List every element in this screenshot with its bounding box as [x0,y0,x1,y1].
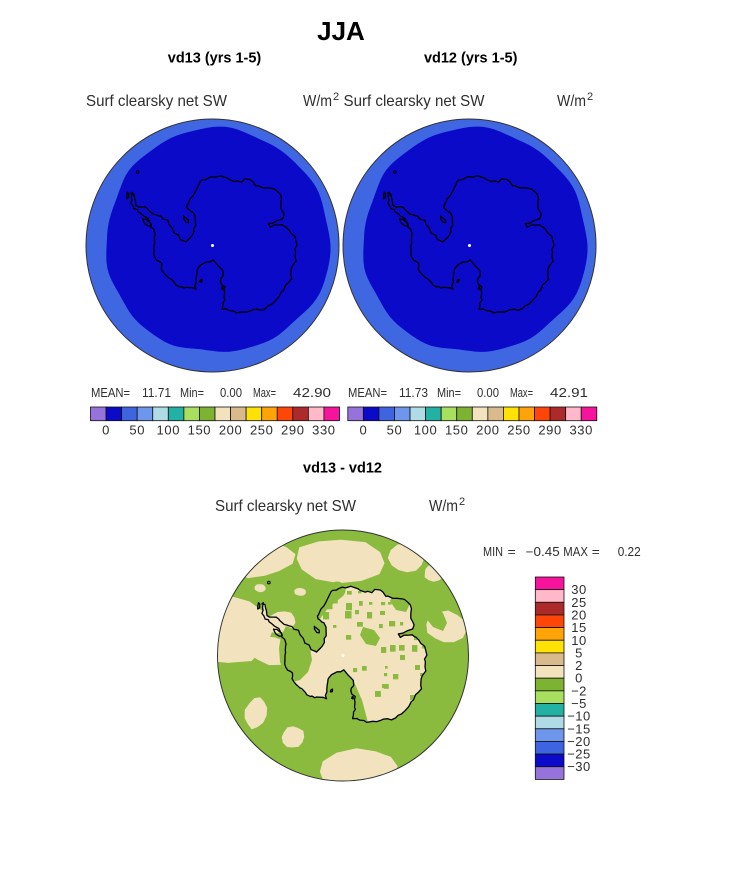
svg-text:Min=: Min= [180,385,204,400]
svg-text:vd12 (yrs 1-5): vd12 (yrs 1-5) [424,51,518,67]
svg-text:Min=: Min= [437,385,461,400]
svg-text:−20: −20 [567,734,591,749]
svg-text:2: 2 [333,91,339,103]
svg-text:=: = [508,545,516,559]
svg-text:2: 2 [587,91,593,103]
svg-text:25: 25 [571,595,586,610]
svg-text:42.90: 42.90 [293,385,331,400]
svg-text:0.22: 0.22 [618,545,641,559]
svg-text:MAX: MAX [563,545,588,559]
svg-text:100: 100 [157,423,181,438]
svg-text:290: 290 [538,423,562,438]
svg-text:W/m: W/m [429,498,458,515]
svg-text:vd13 (yrs 1-5): vd13 (yrs 1-5) [168,51,262,67]
svg-text:150: 150 [188,423,212,438]
svg-text:vd13 - vd12: vd13 - vd12 [303,461,382,477]
svg-text:0.00: 0.00 [477,385,499,400]
svg-text:0.00: 0.00 [220,385,242,400]
svg-text:2: 2 [459,496,465,508]
svg-text:20: 20 [571,608,586,623]
svg-text:W/m: W/m [303,93,332,110]
svg-text:Max=: Max= [510,385,533,400]
svg-text:JJA: JJA [317,16,365,46]
svg-text:290: 290 [281,423,305,438]
svg-text:MEAN=: MEAN= [91,385,130,400]
svg-text:15: 15 [571,620,586,635]
svg-text:0: 0 [102,423,110,438]
svg-text:−30: −30 [567,759,591,774]
svg-text:2: 2 [575,658,583,673]
svg-text:200: 200 [476,423,500,438]
svg-text:=: = [592,545,600,559]
svg-text:−25: −25 [567,747,591,762]
svg-text:−15: −15 [567,721,591,736]
svg-text:150: 150 [445,423,469,438]
svg-text:−0.45: −0.45 [526,545,560,559]
svg-text:200: 200 [219,423,243,438]
svg-text:50: 50 [129,423,145,438]
svg-text:50: 50 [387,423,403,438]
svg-text:Max=: Max= [253,385,276,400]
svg-text:250: 250 [507,423,531,438]
svg-text:MIN: MIN [483,545,503,559]
svg-text:MEAN=: MEAN= [348,385,387,400]
svg-text:330: 330 [312,423,336,438]
svg-text:11.73: 11.73 [399,385,428,400]
svg-text:100: 100 [414,423,438,438]
svg-text:0: 0 [575,671,583,686]
svg-text:330: 330 [569,423,593,438]
svg-text:5: 5 [575,645,583,660]
svg-text:−5: −5 [571,696,587,711]
svg-text:Surf clearsky net SW: Surf clearsky net SW [344,93,486,110]
svg-text:Surf clearsky net SW: Surf clearsky net SW [86,93,228,110]
svg-text:−10: −10 [567,709,591,724]
svg-text:W/m: W/m [557,93,586,110]
svg-text:−2: −2 [571,683,587,698]
svg-text:42.91: 42.91 [550,385,588,400]
svg-text:250: 250 [250,423,274,438]
svg-text:Surf clearsky net SW: Surf clearsky net SW [215,498,357,515]
svg-text:0: 0 [359,423,367,438]
svg-text:11.71: 11.71 [142,385,171,400]
svg-text:10: 10 [571,633,586,648]
svg-text:30: 30 [571,582,586,597]
